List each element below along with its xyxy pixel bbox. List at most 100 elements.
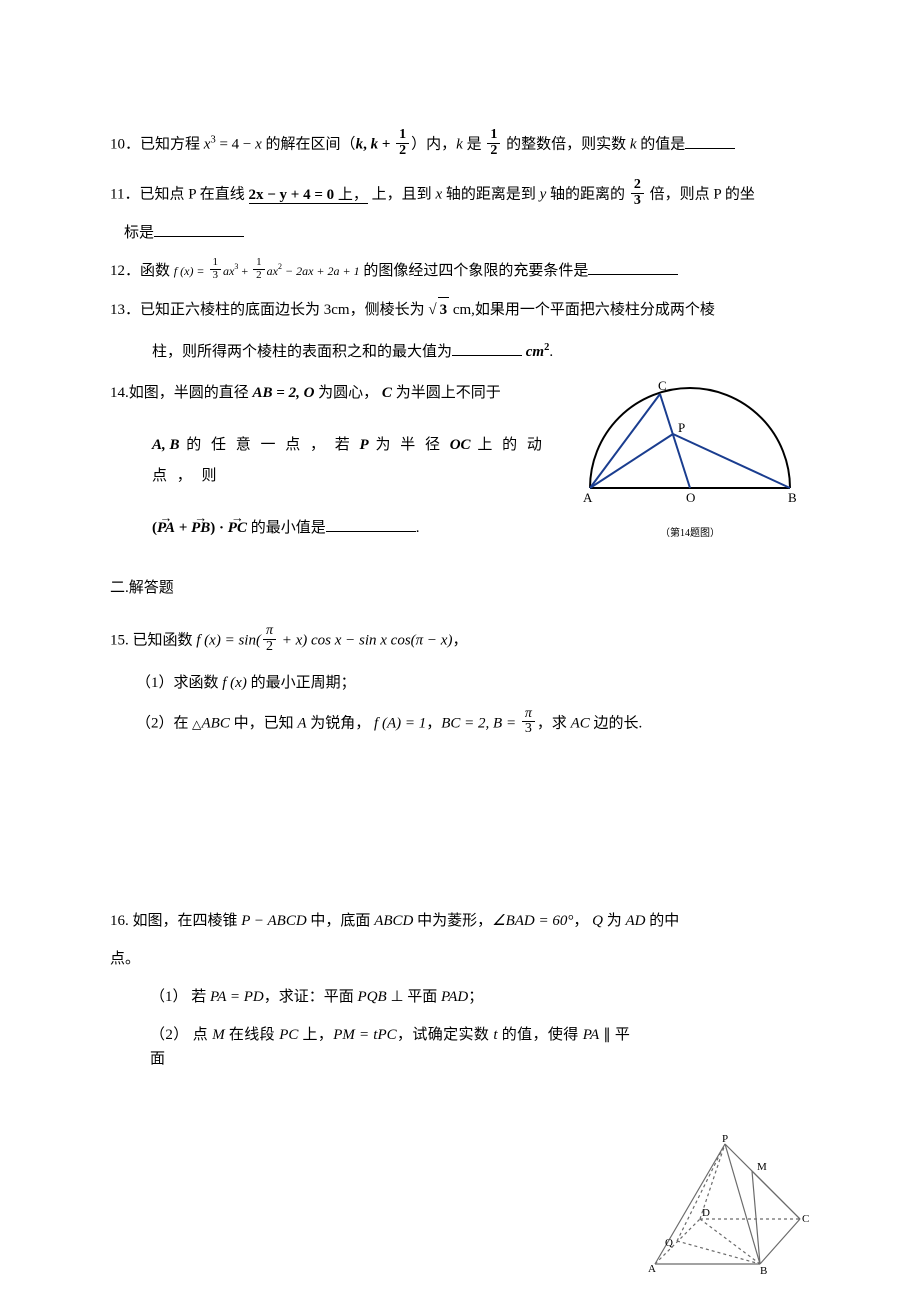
q16-p1-c: ⊥ 平面 [387, 989, 441, 1005]
q16-p2-a: （2） 点 [150, 1027, 212, 1043]
q12-fx: f (x) = [174, 264, 208, 278]
q13-line2: 柱，则所得两个棱柱的表面积之和的最大值为 [152, 344, 452, 360]
q14-num: 14. [110, 385, 129, 401]
q11-frac: 23 [631, 178, 644, 208]
q14-caption: （第14题图） [570, 526, 810, 542]
q16-pad: PAD [441, 989, 468, 1005]
q15-ac: AC [571, 715, 590, 731]
q15-A: A [297, 715, 306, 731]
q15-p2-tail: ，求 [537, 715, 571, 731]
q12-blank [588, 259, 678, 275]
q10-t6: 的值是 [637, 137, 686, 153]
q11-t5: 倍，则点 P 的坐 [646, 187, 755, 203]
q14-blank [326, 516, 416, 532]
q16-PC: PC [279, 1027, 298, 1043]
q13-blank [452, 340, 522, 356]
q13-period: . [549, 344, 553, 360]
q12-frac2-num: 1 [253, 257, 265, 270]
q10-var-x2: x [255, 137, 262, 153]
q15-num: 15. [110, 633, 133, 649]
question-16: 16. 如图，在四棱锥 P − ABCD 中，底面 ABCD 中为菱形，∠BAD… [110, 909, 810, 933]
q16-p2-c: 上， [298, 1027, 333, 1043]
q13-num: 13． [110, 302, 140, 318]
q15-p1-tail: 的最小正周期； [247, 675, 356, 691]
q10-k4: k [630, 137, 637, 153]
q11-t2: 上，且到 [368, 187, 436, 203]
q16-p1-a: （1） 若 [150, 989, 210, 1005]
q10-k2: k [371, 137, 379, 153]
q10-t5: 的整数倍，则实数 [502, 137, 630, 153]
q10-frac1-num: 1 [396, 128, 409, 144]
q11-blank [154, 221, 244, 237]
q14-oc: OC [450, 437, 471, 453]
q15-frac3: π3 [522, 707, 535, 737]
q13-cm: cm [526, 344, 544, 360]
q12-frac2-den: 2 [253, 270, 265, 282]
q16-p2-b: 在线段 [225, 1027, 279, 1043]
q11-frac-den: 3 [631, 194, 644, 209]
q11-eq: 2x − y + 4 = 0 [249, 187, 335, 204]
q11-t1: 已知点 P 在直线 [139, 187, 248, 203]
q10-t2: 的解在区间（ [262, 137, 356, 153]
q14-pc: PC [228, 513, 247, 545]
q14-c: C [382, 385, 392, 401]
question-11: 11．已知点 P 在直线 2x − y + 4 = 0 上， 上，且到 x 轴的… [110, 180, 810, 244]
q15-p1: （1）求函数 f (x) 的最小正周期； [110, 671, 810, 695]
q13-sqrt: 3 [438, 297, 450, 322]
label-B: B [788, 490, 797, 505]
q10-k1: k [356, 137, 364, 153]
q14-l2: A, B 的 任 意 一 点 ， 若 P 为 半 径 OC 上 的 动 点 ， … [110, 430, 562, 493]
q16-abcd: ABCD [374, 913, 413, 929]
label-C: C [802, 1213, 809, 1225]
q16-p2: （2） 点 M 在线段 PC 上，PM = tPC，试确定实数 t 的值，使得 … [110, 1023, 810, 1071]
q12-plus1: + [238, 264, 251, 278]
question-14: 14.如图，半圆的直径 AB = 2, O 为圆心， C 为半圆上不同于 A, … [110, 378, 810, 564]
q10-comma: , [363, 137, 371, 153]
q11-t4: 轴的距离的 [546, 187, 629, 203]
q11-num: 11． [110, 187, 139, 203]
q10-frac1: 12 [396, 128, 409, 158]
q14-l1: 14.如图，半圆的直径 AB = 2, O 为圆心， C 为半圆上不同于 [110, 378, 562, 410]
q14-l2c: 为 半 径 [369, 437, 450, 453]
q10-frac1-den: 2 [396, 144, 409, 159]
q14-pa: PA [157, 513, 175, 545]
q14-close: ) · [210, 520, 228, 536]
q16-pqb: PQB [358, 989, 387, 1005]
q14-dot: . [416, 520, 420, 536]
label-P: P [678, 420, 685, 435]
q14-tail: 的最小值是 [247, 520, 326, 536]
q16-p1-d: ； [468, 989, 483, 1005]
q16-t5: 为 [603, 913, 626, 929]
q10-t4: 是 [463, 137, 486, 153]
q14-t2: 为圆心， [314, 385, 382, 401]
q15-frac-den: 2 [263, 640, 276, 655]
q12-frac1-num: 1 [210, 257, 222, 270]
q16-PA: PA [583, 1027, 599, 1043]
q12-t1: 函数 [140, 263, 174, 279]
q14-plus: + [175, 520, 191, 536]
q14-ab: AB = 2, O [253, 385, 315, 401]
q10-frac2-num: 1 [487, 128, 500, 144]
sqrt-symbol: √ [428, 302, 436, 318]
q15-p2-mid2: 为锐角， [307, 715, 375, 731]
q11-t3: 轴的距离是到 [442, 187, 540, 203]
q10-num: 10． [110, 137, 140, 153]
q16-line2: 点。 [110, 947, 810, 971]
q16-pm: PM = tPC [333, 1027, 396, 1043]
q16-M: M [212, 1027, 225, 1043]
q16-p1-b: ，求证：平面 [264, 989, 358, 1005]
q13-sqrt-val: 3 [438, 297, 450, 322]
q13-t2: cm,如果用一个平面把六棱柱分成两个棱 [449, 302, 715, 318]
q15-mid: + x) cos x − sin x cos(π − x) [278, 633, 453, 649]
q16-t2: 中，底面 [307, 913, 375, 929]
label-C: C [658, 378, 667, 393]
q15-frac3-den: 3 [522, 722, 535, 737]
q10-frac2-den: 2 [487, 144, 500, 159]
q14-figure: A B O C P （第14题图） [570, 378, 810, 542]
section-2-title: 二.解答题 [110, 576, 810, 600]
q15-fx: f (x) = sin( [196, 633, 261, 649]
q10-t1: 已知方程 [140, 137, 204, 153]
q12-ax2: ax [267, 264, 278, 278]
label-Q: Q [665, 1237, 673, 1249]
page: 10．已知方程 x3 = 4 − x 的解在区间（k, k + 12）内，k 是… [0, 0, 920, 1302]
